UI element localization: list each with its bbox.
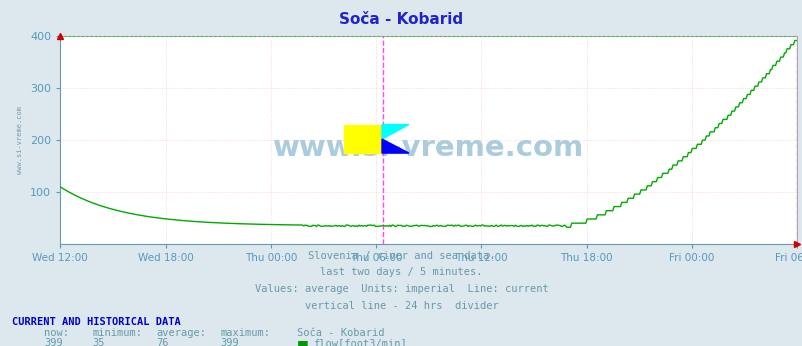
Text: now:: now: xyxy=(44,328,69,338)
Text: maximum:: maximum: xyxy=(221,328,270,338)
Text: 399: 399 xyxy=(44,338,63,346)
Text: minimum:: minimum: xyxy=(92,328,142,338)
Polygon shape xyxy=(382,125,408,139)
Text: Slovenia / river and sea data.: Slovenia / river and sea data. xyxy=(307,251,495,261)
Text: vertical line - 24 hrs  divider: vertical line - 24 hrs divider xyxy=(304,301,498,311)
Text: 399: 399 xyxy=(221,338,239,346)
Text: 76: 76 xyxy=(156,338,169,346)
Text: average:: average: xyxy=(156,328,206,338)
Text: Soča - Kobarid: Soča - Kobarid xyxy=(297,328,384,338)
Text: last two days / 5 minutes.: last two days / 5 minutes. xyxy=(320,267,482,277)
Text: www.si-vreme.com: www.si-vreme.com xyxy=(273,135,584,162)
Text: ■: ■ xyxy=(297,338,309,346)
Polygon shape xyxy=(343,125,382,153)
Text: www.si-vreme.com: www.si-vreme.com xyxy=(17,106,22,174)
Text: Soča - Kobarid: Soča - Kobarid xyxy=(339,12,463,27)
Polygon shape xyxy=(382,139,408,153)
Text: 35: 35 xyxy=(92,338,105,346)
Text: CURRENT AND HISTORICAL DATA: CURRENT AND HISTORICAL DATA xyxy=(12,317,180,327)
Text: Values: average  Units: imperial  Line: current: Values: average Units: imperial Line: cu… xyxy=(254,284,548,294)
Text: flow[foot3/min]: flow[foot3/min] xyxy=(313,338,407,346)
